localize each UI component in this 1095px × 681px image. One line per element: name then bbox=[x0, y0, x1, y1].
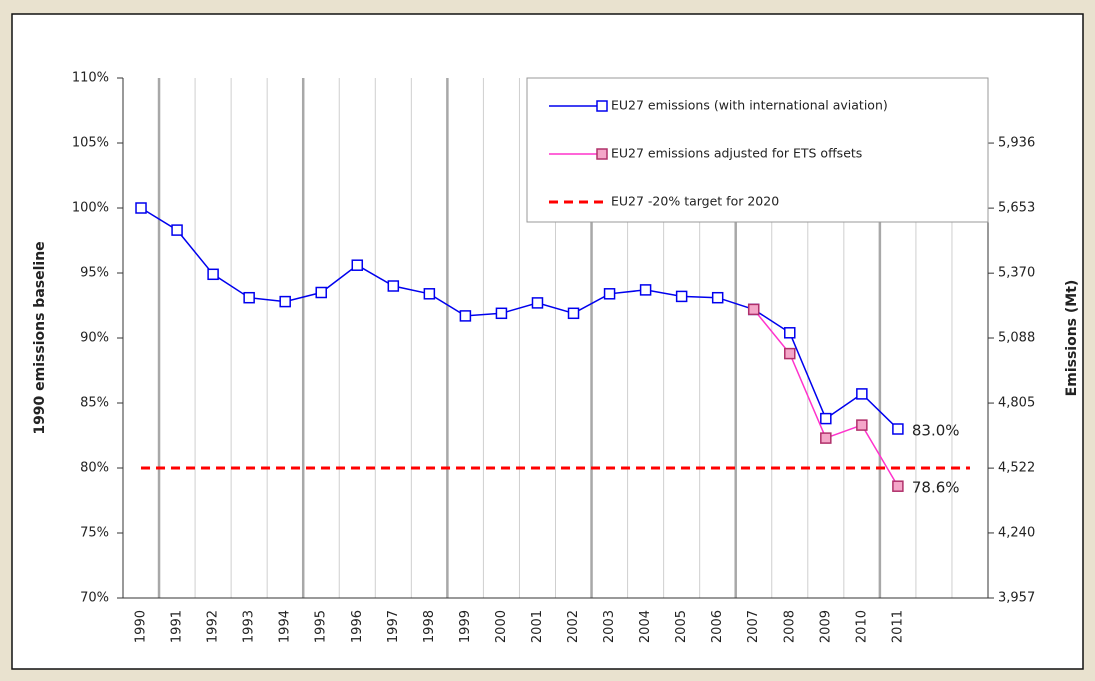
y-tick-label: 105% bbox=[72, 136, 109, 151]
y-tick-label: 90% bbox=[80, 331, 109, 346]
x-tick-label: 2003 bbox=[602, 610, 617, 643]
y2-tick-label: 5,088 bbox=[998, 331, 1035, 346]
x-tick-label: 1995 bbox=[314, 610, 329, 643]
series-marker bbox=[531, 297, 544, 309]
series-marker bbox=[207, 268, 219, 281]
x-tick-label: 2002 bbox=[566, 610, 581, 643]
series-marker bbox=[675, 290, 688, 303]
y2-axis-label: Emissions (Mt) bbox=[1064, 280, 1080, 397]
x-tick-label: 1990 bbox=[134, 610, 149, 643]
series-marker bbox=[423, 288, 436, 300]
x-tick-label: 1997 bbox=[386, 610, 401, 643]
series-marker bbox=[747, 303, 760, 316]
x-tick-label: 1999 bbox=[458, 610, 473, 643]
series-marker bbox=[784, 347, 796, 360]
y-tick-label: 70% bbox=[80, 591, 109, 606]
series-marker bbox=[567, 307, 580, 320]
y2-tick-label: 5,936 bbox=[998, 136, 1035, 151]
series-marker bbox=[351, 259, 364, 271]
x-tick-label: 2006 bbox=[710, 610, 725, 643]
y2-tick-label: 4,240 bbox=[998, 525, 1035, 540]
series-marker bbox=[892, 423, 904, 435]
y-tick-label: 85% bbox=[80, 396, 109, 411]
data-label: 78.6% bbox=[912, 479, 960, 497]
x-tick-label: 1991 bbox=[170, 610, 185, 643]
series-marker bbox=[171, 224, 183, 236]
series-marker bbox=[387, 280, 400, 292]
series-marker bbox=[279, 295, 291, 308]
series-line bbox=[140, 207, 899, 430]
series-marker bbox=[892, 480, 904, 492]
x-tick-label: 2008 bbox=[782, 610, 797, 643]
series-marker bbox=[603, 288, 616, 300]
legend-marker bbox=[596, 100, 608, 112]
series-marker bbox=[856, 419, 868, 431]
series-marker bbox=[315, 286, 327, 299]
y-tick-label: 75% bbox=[80, 526, 109, 541]
legend-label: EU27 emissions adjusted for ETS offsets bbox=[611, 146, 862, 161]
y-tick-label: 80% bbox=[80, 461, 109, 476]
series-marker bbox=[639, 284, 652, 296]
series-marker bbox=[820, 432, 832, 444]
legend-marker bbox=[596, 148, 608, 160]
series-marker bbox=[459, 310, 472, 322]
series-marker bbox=[243, 291, 255, 304]
legend-label: EU27 -20% target for 2020 bbox=[611, 194, 779, 209]
series-marker bbox=[135, 202, 147, 214]
series-marker bbox=[495, 307, 508, 320]
y-axis-label: 1990 emissions baseline bbox=[32, 241, 48, 434]
y-tick-label: 110% bbox=[72, 71, 109, 86]
x-tick-label: 2005 bbox=[674, 610, 689, 643]
y2-tick-label: 5,370 bbox=[998, 266, 1035, 281]
x-tick-label: 1994 bbox=[278, 610, 293, 643]
x-tick-label: 2000 bbox=[494, 610, 509, 643]
y-tick-label: 95% bbox=[80, 266, 109, 281]
data-label: 83.0% bbox=[912, 422, 960, 440]
series-marker bbox=[856, 388, 868, 400]
x-tick-label: 1998 bbox=[422, 610, 437, 643]
y2-tick-label: 4,522 bbox=[998, 461, 1035, 476]
x-tick-label: 2007 bbox=[746, 610, 761, 643]
y-tick-label: 100% bbox=[72, 201, 109, 216]
x-tick-label: 2001 bbox=[530, 610, 545, 643]
legend-label: EU27 emissions (with international aviat… bbox=[611, 98, 888, 113]
series-marker bbox=[711, 291, 724, 304]
x-tick-label: 2011 bbox=[890, 610, 905, 643]
x-tick-label: 1996 bbox=[350, 610, 365, 643]
x-tick-label: 1992 bbox=[206, 610, 221, 643]
y2-tick-label: 5,653 bbox=[998, 201, 1035, 216]
y2-tick-label: 4,805 bbox=[998, 396, 1035, 411]
series-marker bbox=[784, 327, 796, 339]
x-tick-label: 1993 bbox=[242, 610, 257, 643]
x-tick-label: 2004 bbox=[638, 610, 653, 643]
y2-tick-label: 3,957 bbox=[998, 591, 1035, 606]
x-tick-label: 2010 bbox=[854, 610, 869, 643]
x-tick-label: 2009 bbox=[818, 610, 833, 643]
series-marker bbox=[820, 412, 832, 425]
